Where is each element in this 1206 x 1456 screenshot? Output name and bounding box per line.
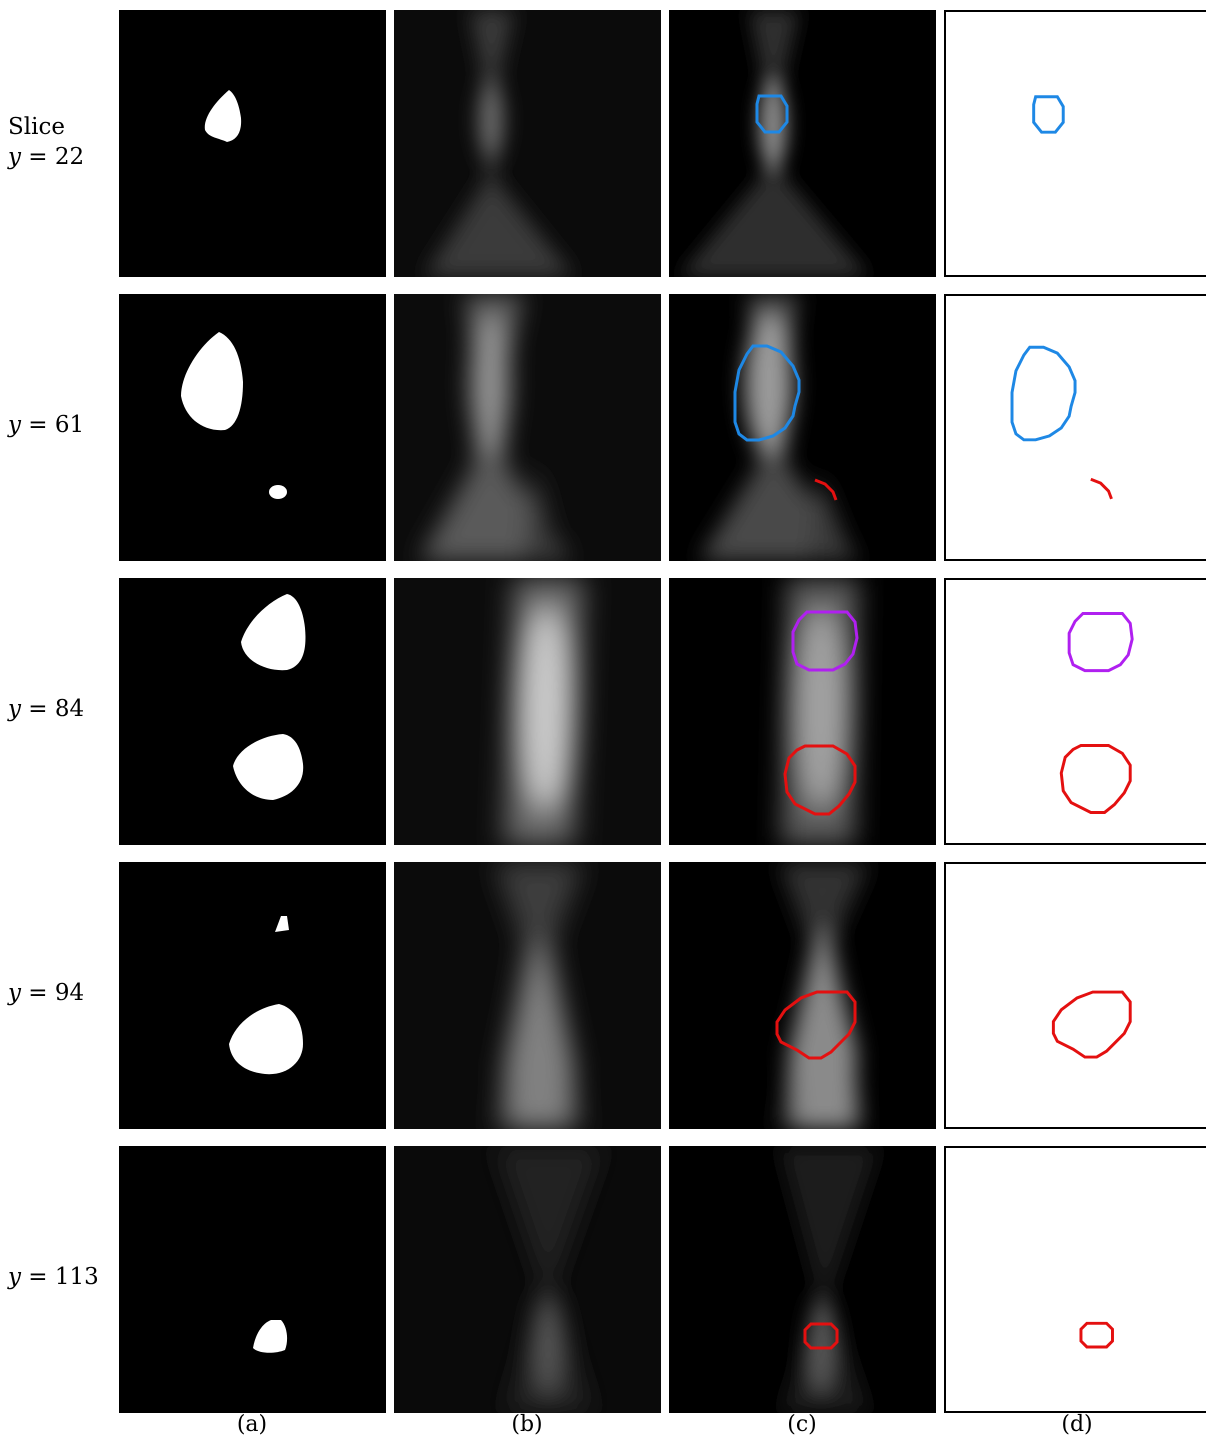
row-label-eq: = (21, 1264, 55, 1290)
row-label-var: y (8, 980, 21, 1006)
panel-mask-row1 (119, 10, 386, 277)
row-label-eq: = (21, 980, 55, 1006)
column-label-c: (c) (787, 1412, 817, 1437)
red-contour (775, 990, 857, 1060)
red-contour (1059, 744, 1132, 814)
blue-contour (1010, 345, 1077, 442)
panel-mask-row2 (119, 294, 386, 561)
row-label-value: 113 (54, 1264, 99, 1290)
panel-reconstruction-row4 (394, 862, 661, 1129)
panel-mask-row5 (119, 1146, 386, 1413)
panel-reconstruction-row5 (394, 1146, 661, 1413)
lesion-mask-upper (241, 594, 306, 671)
panel-contour-row2 (944, 294, 1206, 561)
row-label-value: 22 (54, 144, 85, 170)
row-label-value: 94 (54, 980, 85, 1006)
panel-reconstruction-row3 (394, 578, 661, 845)
red-contour (783, 744, 857, 816)
panel-contour-row1 (944, 10, 1206, 277)
blue-contour (755, 94, 789, 134)
row-label-2: y = 84 (8, 694, 84, 724)
panel-overlay-row4 (669, 862, 936, 1129)
panel-overlay-row3 (669, 578, 936, 845)
row-label-1: y = 61 (8, 410, 84, 440)
purple-contour (1067, 612, 1134, 673)
panel-overlay-row2 (669, 294, 936, 561)
panel-mask-row4 (119, 862, 386, 1129)
lesion-mask-lower (233, 734, 304, 800)
panel-contour-row4 (944, 862, 1206, 1129)
lesion-mask (253, 1320, 288, 1353)
panel-contour-row3 (944, 578, 1206, 845)
lesion-mask (229, 1004, 303, 1075)
row-label-4: y = 113 (8, 1262, 99, 1292)
panel-contour-row5 (944, 1146, 1206, 1413)
column-label-a: (a) (236, 1412, 268, 1437)
lesion-mask (181, 332, 243, 431)
row-label-var: y (8, 412, 21, 438)
row-label-0: Slice y = 22 (8, 112, 84, 172)
panel-reconstruction-row2 (394, 294, 661, 561)
red-contour (803, 1322, 839, 1350)
row-label-value: 84 (54, 696, 85, 722)
panel-reconstruction-row1 (394, 10, 661, 277)
red-contour-partial (814, 478, 838, 501)
purple-contour (791, 610, 859, 672)
red-contour (1079, 1321, 1114, 1349)
lesion-mask (204, 90, 242, 142)
row-label-var: y (8, 144, 21, 170)
row-label-eq: = (21, 144, 55, 170)
column-label-d: (d) (1061, 1412, 1093, 1437)
column-label-b: (b) (511, 1412, 543, 1437)
row-label-eq: = (21, 412, 55, 438)
panel-mask-row3 (119, 578, 386, 845)
row-label-var: y (8, 1264, 21, 1290)
lesion-mask-small (275, 916, 289, 932)
blue-contour (733, 344, 801, 442)
lesion-mask-small (269, 485, 287, 499)
panel-overlay-row5 (669, 1146, 936, 1413)
row-label-prefix: Slice (8, 114, 65, 140)
red-contour-partial (1090, 477, 1113, 500)
red-contour (1051, 990, 1132, 1059)
row-label-eq: = (21, 696, 55, 722)
row-label-var: y (8, 696, 21, 722)
row-label-3: y = 94 (8, 978, 84, 1008)
blue-contour (1032, 95, 1065, 134)
panel-overlay-row1 (669, 10, 936, 277)
row-label-value: 61 (54, 412, 85, 438)
